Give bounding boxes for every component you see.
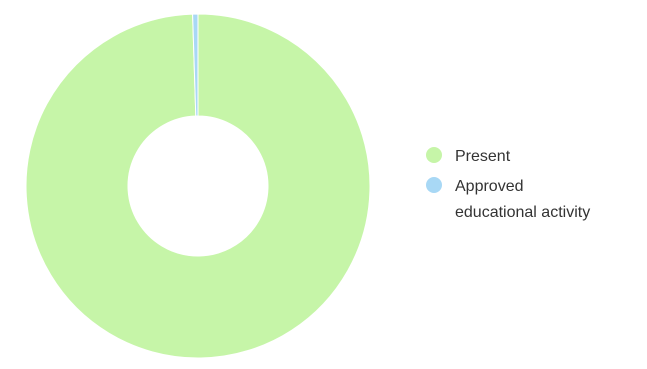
legend-item-approved-educational-activity[interactable]: Approved educational activity [426,177,590,221]
legend-item-present[interactable]: Present [426,147,511,165]
legend-label: Approved educational activity [455,178,590,221]
slice-approved-educational-activity[interactable] [192,13,199,117]
slice-present[interactable] [25,13,371,359]
donut-slices [25,13,371,359]
chart-legend: Present Approved educational activity [426,147,590,221]
legend-label: Present [455,148,511,165]
legend-marker [426,177,442,193]
legend-marker [426,147,442,163]
